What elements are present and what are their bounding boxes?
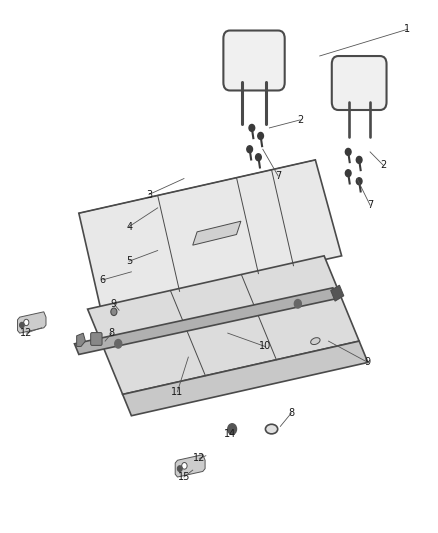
Ellipse shape [311,338,320,344]
Circle shape [356,178,362,184]
Text: 2: 2 [297,115,303,125]
Text: 14: 14 [224,430,236,439]
Circle shape [346,149,351,156]
Text: 7: 7 [367,200,373,210]
FancyBboxPatch shape [223,30,285,91]
Text: 3: 3 [146,190,152,199]
Circle shape [346,169,351,176]
Circle shape [356,157,362,164]
Polygon shape [79,160,342,309]
Text: 5: 5 [126,256,132,266]
Text: 9: 9 [365,358,371,367]
Text: 7: 7 [275,171,281,181]
Circle shape [20,322,24,328]
Text: 1: 1 [404,25,410,34]
Circle shape [24,319,29,326]
Circle shape [111,308,117,316]
Text: 8: 8 [109,328,115,338]
Polygon shape [77,333,85,346]
Circle shape [294,300,301,308]
Text: 2: 2 [380,160,386,170]
Circle shape [182,463,187,469]
Ellipse shape [265,424,278,434]
Polygon shape [331,285,344,301]
Polygon shape [123,341,368,416]
Text: 4: 4 [126,222,132,231]
FancyBboxPatch shape [91,333,102,345]
Circle shape [249,125,255,132]
Text: 12: 12 [193,454,205,463]
Circle shape [177,466,182,472]
Circle shape [247,146,252,152]
Text: 11: 11 [171,387,184,397]
Polygon shape [175,455,205,477]
FancyBboxPatch shape [332,56,386,110]
Polygon shape [18,312,46,333]
Text: 12: 12 [20,328,32,338]
Text: 9: 9 [111,299,117,309]
Text: 6: 6 [100,275,106,285]
Text: 15: 15 [178,472,190,482]
Text: 8: 8 [288,408,294,418]
Polygon shape [74,288,337,354]
Polygon shape [88,256,359,394]
Text: 10: 10 [259,342,271,351]
Circle shape [115,340,122,348]
Circle shape [258,133,263,140]
Circle shape [255,154,261,161]
Polygon shape [193,221,241,245]
Circle shape [228,424,237,434]
